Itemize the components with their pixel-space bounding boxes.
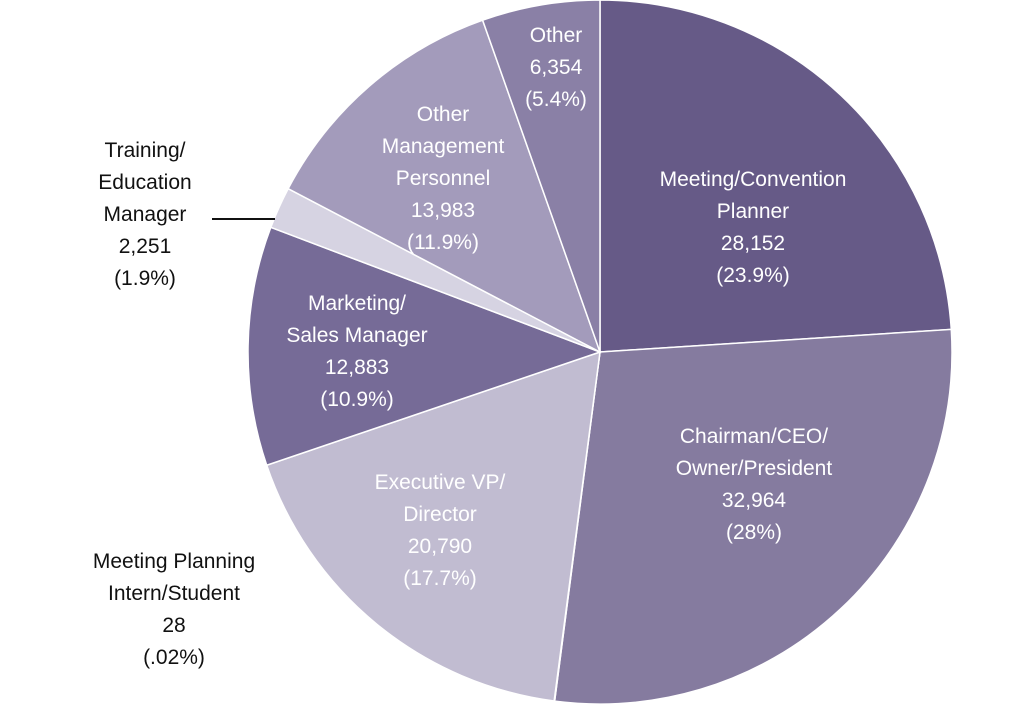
- pie-slice-7: [481, 0, 601, 353]
- slice-labels: Meeting/Convention Planner 28,152 (23.9%) Ch…: [93, 24, 847, 669]
- slice-label-line: Manager: [104, 203, 187, 226]
- slice-label-6: Other Management Personnel 13,983 (11.9%): [382, 103, 505, 254]
- slice-percent: (5.4%): [525, 88, 587, 111]
- slice-value: 6,354: [530, 56, 583, 79]
- slice-label-line: Owner/President: [676, 457, 833, 480]
- slice-percent: (28%): [726, 521, 782, 544]
- slice-label-5: Training/Education Manager 2,251 (1.9%): [98, 139, 191, 290]
- slice-label-line: Meeting/Convention: [660, 168, 847, 191]
- slice-label-line: Education: [98, 171, 191, 194]
- slice-label-line: Chairman/CEO/: [680, 425, 828, 448]
- slice-label-line: Training/: [105, 139, 186, 162]
- slice-percent: (17.7%): [403, 567, 477, 590]
- slice-label-0: Meeting/Convention Planner 28,152 (23.9%): [660, 168, 847, 287]
- slice-label-7: Other 6,354 (5.4%): [525, 24, 587, 111]
- pie-slice-1: [553, 328, 953, 705]
- slice-label-line: Sales Manager: [286, 324, 427, 347]
- slice-label-line: Personnel: [396, 167, 491, 190]
- slice-value: 28: [162, 614, 185, 637]
- slice-label-1: Chairman/CEO/Owner/President 32,964 (28%): [676, 425, 833, 544]
- slice-label-line: Meeting Planning: [93, 550, 255, 573]
- pie-slice-0: [599, 0, 953, 353]
- slice-label-line: Director: [403, 503, 477, 526]
- slice-percent: (1.9%): [114, 267, 176, 290]
- pie-slice-3: [265, 350, 601, 702]
- slice-value: 32,964: [722, 489, 787, 512]
- slice-percent: (23.9%): [716, 264, 790, 287]
- slice-label-3: Executive VP/Director 20,790 (17.7%): [375, 471, 506, 590]
- slice-percent: (.02%): [143, 646, 205, 669]
- slice-label-line: Planner: [717, 200, 789, 223]
- slice-value: 13,983: [411, 199, 475, 222]
- slice-label-line: Other: [417, 103, 470, 126]
- slice-value: 2,251: [119, 235, 172, 258]
- pie-slice-4: [247, 226, 603, 467]
- slice-label-4: Marketing/Sales Manager 12,883 (10.9%): [286, 292, 427, 411]
- pie-slices: [247, 0, 953, 705]
- pie-slice-6: [287, 19, 602, 354]
- slice-percent: (10.9%): [320, 388, 394, 411]
- slice-percent: (11.9%): [407, 231, 479, 254]
- slice-label-line: Marketing/: [308, 292, 406, 315]
- slice-label-line: Executive VP/: [375, 471, 506, 494]
- slice-value: 12,883: [325, 356, 389, 379]
- slice-value: 28,152: [721, 232, 785, 255]
- slice-label-line: Intern/Student: [108, 582, 240, 605]
- slice-value: 20,790: [408, 535, 472, 558]
- slice-label-line: Management: [382, 135, 505, 158]
- slice-label-2: Meeting Planning Intern/Student 28 (.02%): [93, 550, 255, 669]
- slice-label-line: Other: [530, 24, 583, 47]
